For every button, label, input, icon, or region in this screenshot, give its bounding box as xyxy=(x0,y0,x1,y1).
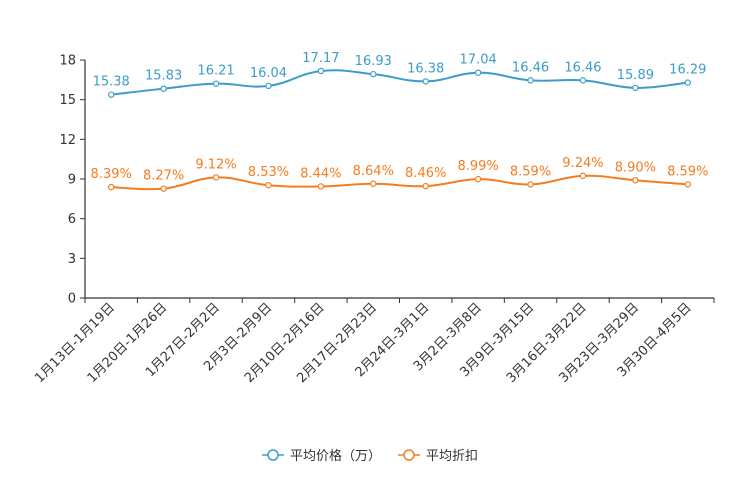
data-point xyxy=(632,177,639,184)
series-line-2 xyxy=(111,174,688,191)
data-point xyxy=(527,181,534,188)
data-label: 16.46 xyxy=(512,60,549,75)
data-point xyxy=(422,182,429,190)
y-tick-label: 18 xyxy=(59,54,76,69)
data-label: 15.89 xyxy=(617,68,654,83)
data-label: 16.21 xyxy=(197,64,234,79)
data-point xyxy=(212,174,220,181)
data-point xyxy=(684,181,691,188)
data-point xyxy=(474,175,482,183)
data-label: 8.44% xyxy=(300,166,341,181)
data-point xyxy=(160,185,167,192)
data-point xyxy=(579,77,587,84)
y-tick-label: 6 xyxy=(68,212,76,227)
legend-label-2: 平均折扣 xyxy=(426,449,478,464)
data-point xyxy=(474,69,482,76)
data-point xyxy=(370,70,377,78)
y-tick-label: 0 xyxy=(68,292,76,307)
legend-label-1: 平均价格（万） xyxy=(290,448,381,464)
data-label: 8.64% xyxy=(353,164,394,179)
legend-marker-1 xyxy=(267,449,279,461)
data-label: 8.99% xyxy=(457,159,498,174)
data-point xyxy=(527,77,534,84)
data-label: 8.46% xyxy=(405,166,446,181)
data-label: 8.53% xyxy=(248,165,289,180)
data-label: 8.59% xyxy=(510,164,551,179)
data-point xyxy=(632,84,639,92)
y-tick-label: 3 xyxy=(68,252,76,267)
data-label: 9.24% xyxy=(562,156,603,171)
data-label: 8.90% xyxy=(615,160,656,175)
y-tick-label: 15 xyxy=(59,93,76,108)
data-point xyxy=(108,91,115,98)
data-point xyxy=(684,79,691,86)
data-point xyxy=(265,182,272,189)
data-label: 17.04 xyxy=(460,53,497,68)
data-point xyxy=(317,183,325,190)
data-point xyxy=(422,78,429,85)
data-label: 15.38 xyxy=(93,75,130,90)
data-label: 9.12% xyxy=(195,157,236,172)
data-point xyxy=(579,172,587,180)
data-label: 16.93 xyxy=(355,54,392,69)
data-label: 8.27% xyxy=(143,169,184,184)
data-label: 8.59% xyxy=(667,164,708,179)
data-point xyxy=(370,180,377,187)
data-point xyxy=(317,67,325,75)
data-label: 17.17 xyxy=(302,51,339,66)
data-label: 16.46 xyxy=(564,60,601,75)
data-label: 16.04 xyxy=(250,66,287,81)
data-point xyxy=(160,85,167,92)
y-tick-label: 9 xyxy=(68,173,76,188)
data-label: 8.39% xyxy=(91,167,132,182)
data-point xyxy=(108,183,115,191)
y-tick-label: 12 xyxy=(59,133,76,148)
data-label: 15.83 xyxy=(145,69,182,84)
data-label: 16.29 xyxy=(669,63,706,78)
legend-marker-2 xyxy=(403,449,415,461)
data-point xyxy=(212,80,220,87)
data-label: 16.38 xyxy=(407,61,444,76)
series-line-1 xyxy=(111,69,688,96)
data-point xyxy=(265,82,272,90)
